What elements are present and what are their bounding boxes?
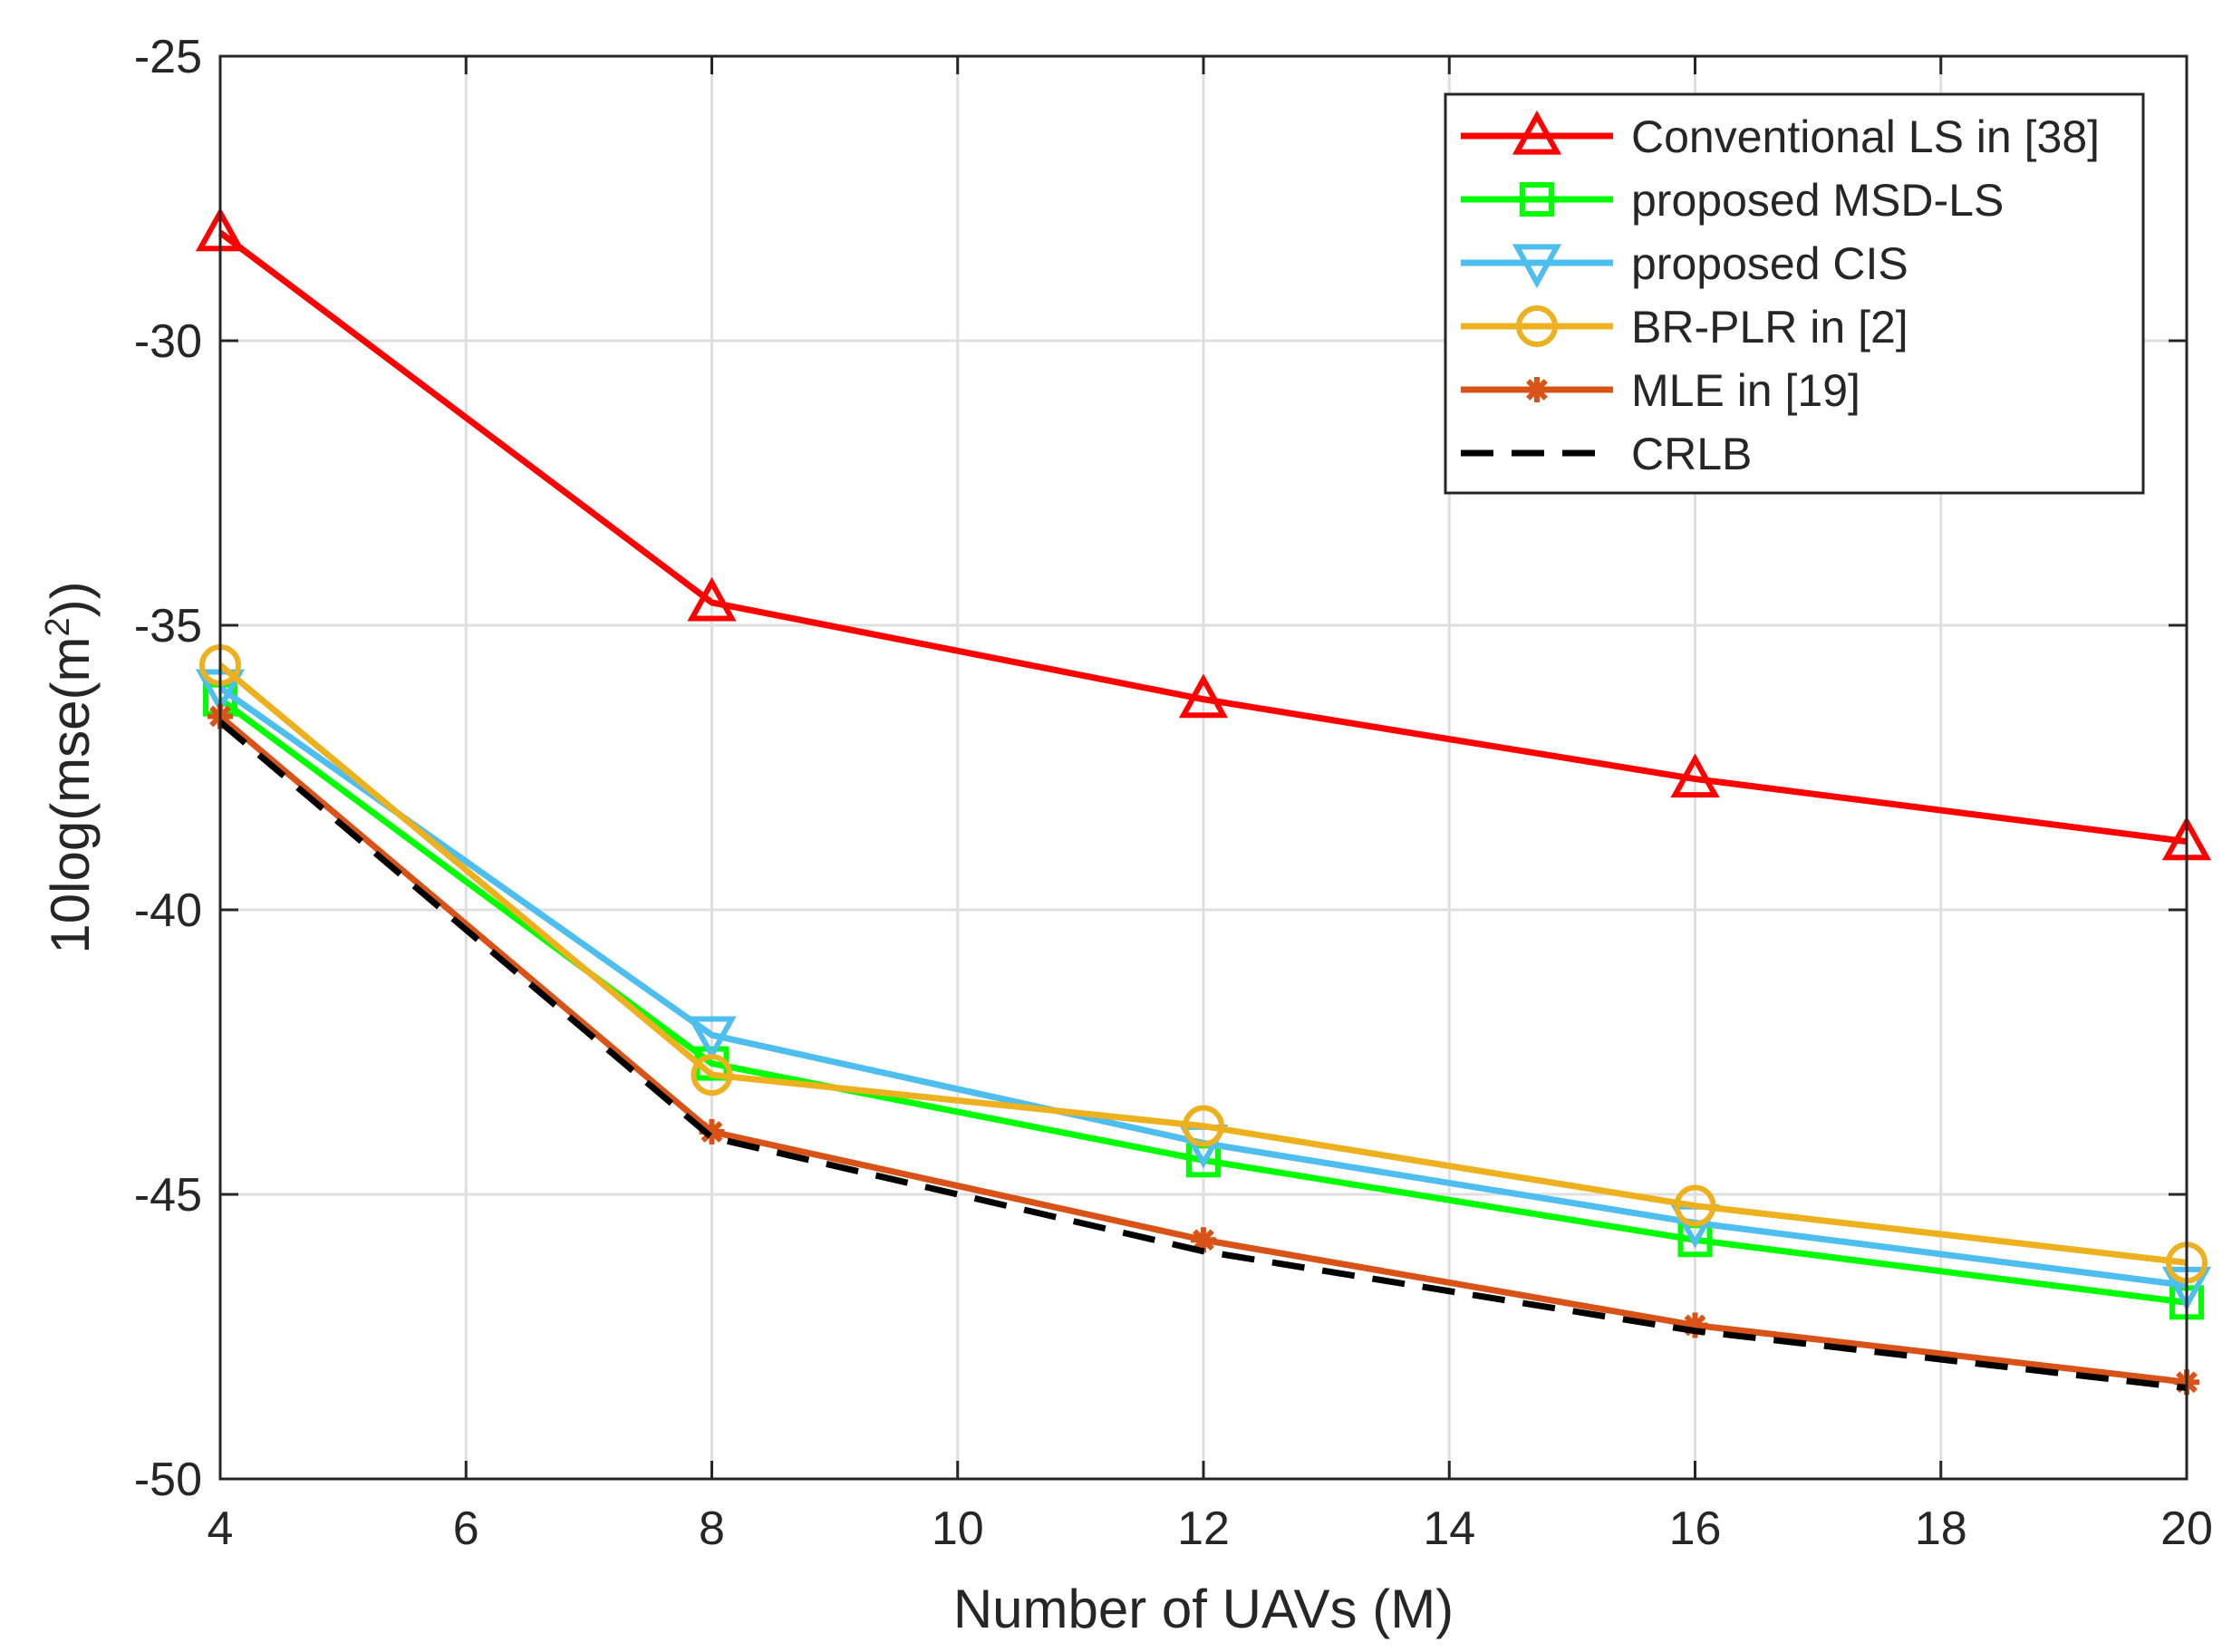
legend: Conventional LS in [38] proposed MSD-LS pr…: [1444, 92, 2145, 495]
data-point: [691, 1054, 733, 1097]
legend-label: BR-PLR in [2]: [1631, 302, 1908, 353]
legend-marker: [1524, 377, 1550, 402]
y-axis-label: 10log(mse(m2)): [39, 581, 101, 953]
series-layer: [195, 207, 2212, 1396]
series-line: [217, 720, 2188, 1391]
series-line: [217, 229, 2188, 845]
legend-item: proposed CIS: [1461, 238, 1908, 289]
series-3: [199, 643, 2208, 1284]
x-axis-label: Number of UAVs (M): [953, 1579, 1454, 1639]
x-tick-label: 4: [208, 1502, 234, 1555]
legend-item: MLE in [19]: [1461, 365, 1860, 416]
y-tick-label: -25: [134, 31, 202, 83]
y-axis-label-superscript: 2: [39, 617, 77, 636]
legend-item: Conventional LS in [38]: [1461, 110, 2100, 162]
y-axis-label-suffix: )): [40, 581, 101, 617]
y-tick-label: -50: [134, 1454, 202, 1506]
legend-marker: [1520, 182, 1554, 217]
data-point: [1183, 1105, 1224, 1147]
legend-label: proposed MSD-LS: [1631, 175, 2004, 226]
x-tick-label: 12: [1177, 1502, 1230, 1555]
y-tick-label: -45: [134, 1169, 202, 1222]
data-point: [1674, 1184, 1716, 1227]
y-tick-label: -35: [134, 600, 202, 652]
y-tick-label: -30: [134, 315, 202, 368]
data-point: [1178, 673, 1229, 719]
series-5: [217, 720, 2188, 1391]
y-tick-label: -40: [134, 884, 202, 937]
y-axis-label-prefix: 10log(mse(m: [40, 637, 101, 954]
legend-box: [1444, 92, 2145, 495]
legend-item: proposed MSD-LS: [1461, 175, 2004, 226]
x-tick-label: 14: [1423, 1502, 1475, 1555]
legend-label: proposed CIS: [1631, 238, 1908, 289]
legend-item: CRLB: [1461, 429, 1752, 479]
legend-marker: [1512, 244, 1562, 289]
axis-ticks: [218, 54, 2189, 1481]
series-line: [217, 662, 2188, 1266]
legend-label: CRLB: [1631, 429, 1752, 479]
x-tick-label: 8: [699, 1502, 725, 1555]
legend-label: MLE in [19]: [1631, 365, 1860, 416]
legend-marker: [1512, 110, 1562, 155]
data-point: [687, 576, 737, 622]
x-tick-label: 6: [453, 1502, 479, 1555]
x-tick-label: 10: [932, 1502, 984, 1555]
legend-marker: [1516, 305, 1558, 347]
x-tick-labels: 4 6 8 10 12 14 16 18 20: [208, 1502, 2213, 1555]
x-tick-label: 16: [1669, 1502, 1722, 1555]
x-tick-label: 20: [2160, 1502, 2213, 1555]
data-point: [1670, 753, 1720, 798]
y-tick-labels: -25 -30 -35 -40 -45 -50: [134, 31, 202, 1506]
data-point: [687, 1016, 737, 1061]
legend-label: Conventional LS in [38]: [1631, 111, 2100, 162]
legend-item: BR-PLR in [2]: [1461, 302, 1908, 353]
x-tick-label: 18: [1915, 1502, 1967, 1555]
